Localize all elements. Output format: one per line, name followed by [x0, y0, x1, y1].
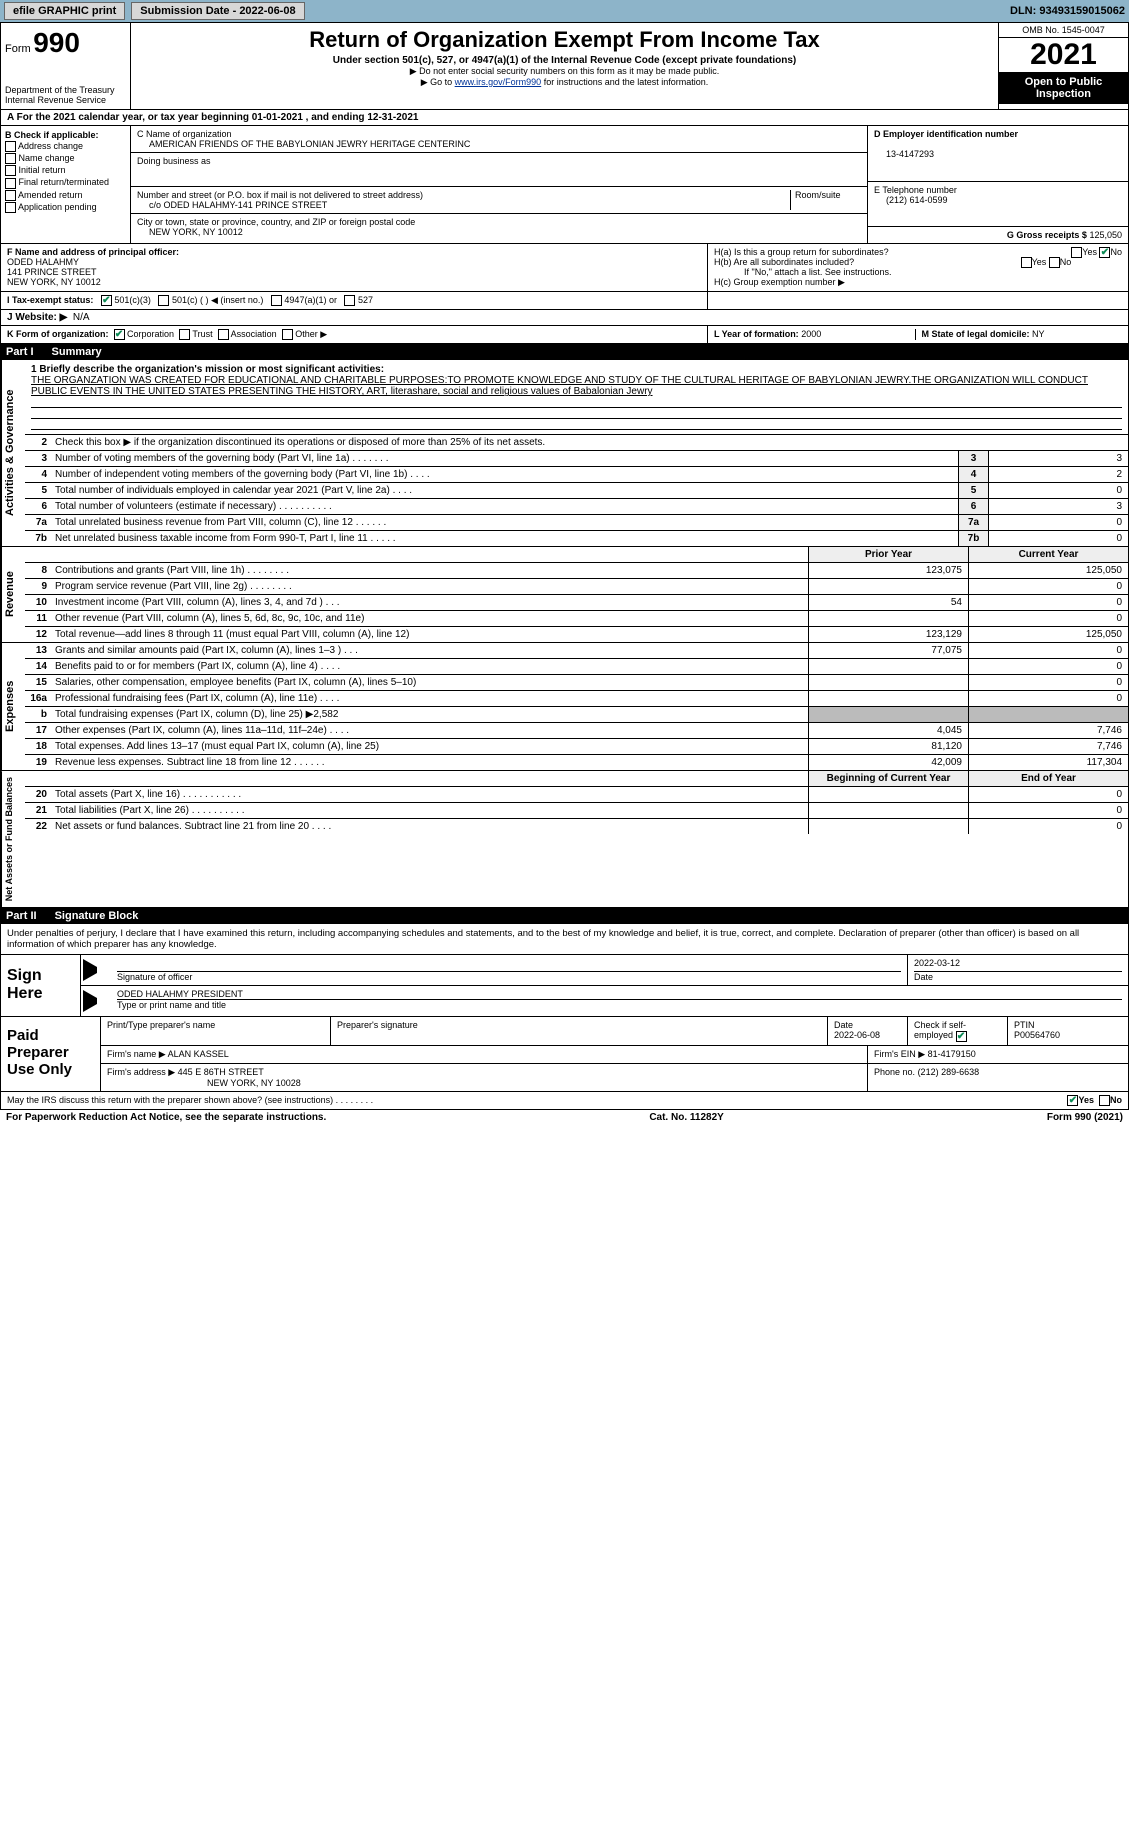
sign-arrow-icon: [83, 959, 109, 981]
firm-addr2: NEW YORK, NY 10028: [107, 1078, 301, 1088]
city-label: City or town, state or province, country…: [137, 217, 861, 227]
submission-date: Submission Date - 2022-06-08: [131, 2, 304, 20]
form-footer: Form 990 (2021): [1047, 1112, 1123, 1123]
open-to-public: Open to Public Inspection: [999, 72, 1128, 104]
row-j-label: J Website: ▶: [7, 312, 67, 323]
col-b-checkboxes: B Check if applicable: Address change Na…: [1, 126, 131, 243]
row-i-label: I Tax-exempt status:: [7, 295, 93, 305]
ein-label: D Employer identification number: [874, 129, 1018, 139]
header-sub2: ▶ Do not enter social security numbers o…: [137, 66, 992, 77]
prep-date: 2022-06-08: [834, 1030, 880, 1040]
tab-activities: Activities & Governance: [1, 360, 25, 546]
addr: c/o ODED HALAHMY-141 PRINCE STREET: [137, 200, 786, 210]
officer-name: ODED HALAHMY: [7, 257, 79, 267]
website: N/A: [73, 312, 90, 323]
sig-date: 2022-03-12: [914, 958, 1122, 972]
ptin: P00564760: [1014, 1030, 1060, 1040]
perjury-text: Under penalties of perjury, I declare th…: [0, 924, 1129, 955]
row-a-period: A For the 2021 calendar year, or tax yea…: [0, 110, 1129, 126]
room-label: Room/suite: [791, 190, 861, 210]
date-label: Date: [914, 972, 1122, 982]
irs-link[interactable]: www.irs.gov/Form990: [455, 77, 542, 87]
gross-label: G Gross receipts $: [1007, 230, 1087, 240]
tel-label: E Telephone number: [874, 185, 1122, 195]
row-f-label: F Name and address of principal officer:: [7, 247, 179, 257]
dba-label: Doing business as: [137, 156, 861, 166]
name-label: C Name of organization: [137, 129, 861, 139]
efile-graphic: efile GRAPHIC print: [4, 2, 125, 20]
officer-addr1: 141 PRINCE STREET: [7, 267, 97, 277]
firm-name: ALAN KASSEL: [168, 1049, 229, 1059]
hb: H(b) Are all subordinates included?: [714, 257, 854, 267]
firm-ein: 81-4179150: [928, 1049, 976, 1059]
form-header: Form 990 Department of the Treasury Inte…: [0, 22, 1129, 110]
addr-label: Number and street (or P.O. box if mail i…: [137, 190, 786, 200]
officer-printed: ODED HALAHMY PRESIDENT: [117, 989, 1122, 1000]
part-2-header: Part IISignature Block: [0, 908, 1129, 924]
prep-phone: (212) 289-6638: [918, 1067, 980, 1077]
form-title: Return of Organization Exempt From Incom…: [137, 27, 992, 53]
omb-number: OMB No. 1545-0047: [999, 23, 1128, 38]
dln: DLN: 93493159015062: [1010, 5, 1125, 17]
sig-officer-label: Signature of officer: [117, 972, 901, 982]
identity-block: B Check if applicable: Address change Na…: [0, 126, 1129, 244]
hb-note: If "No," attach a list. See instructions…: [714, 267, 1122, 277]
domicile: NY: [1032, 329, 1045, 339]
hc: H(c) Group exemption number ▶: [714, 277, 1122, 288]
ein: 13-4147293: [874, 149, 934, 159]
dept-irs: Internal Revenue Service: [5, 95, 126, 105]
org-name: AMERICAN FRIENDS OF THE BABYLONIAN JEWRY…: [137, 139, 861, 149]
officer-addr2: NEW YORK, NY 10012: [7, 277, 101, 287]
discuss-q: May the IRS discuss this return with the…: [7, 1095, 373, 1106]
cat-no: Cat. No. 11282Y: [649, 1112, 723, 1123]
mission-text: THE ORGANZATION WAS CREATED FOR EDUCATIO…: [31, 375, 1088, 397]
row-k-label: K Form of organization:: [7, 329, 109, 339]
form-number: 990: [33, 27, 80, 58]
year-formation: 2000: [801, 329, 821, 339]
tab-revenue: Revenue: [1, 547, 25, 642]
sign-arrow-icon: [83, 990, 109, 1012]
header-sub: Under section 501(c), 527, or 4947(a)(1)…: [137, 55, 992, 66]
tax-year: 2021: [999, 38, 1128, 72]
tel: (212) 614-0599: [874, 195, 1122, 205]
part-1-header: Part ISummary: [0, 344, 1129, 360]
tab-netassets: Net Assets or Fund Balances: [1, 771, 25, 907]
sign-here-label: Sign Here: [1, 955, 81, 1016]
firm-addr1: 445 E 86TH STREET: [178, 1067, 264, 1077]
name-title-label: Type or print name and title: [117, 1000, 1122, 1010]
efile-topbar: efile GRAPHIC print Submission Date - 20…: [0, 0, 1129, 22]
gross: 125,050: [1089, 230, 1122, 240]
tab-expenses: Expenses: [1, 643, 25, 770]
mission-label: 1 Briefly describe the organization's mi…: [31, 364, 384, 375]
paid-preparer-label: Paid Preparer Use Only: [1, 1017, 101, 1090]
header-sub3: ▶ Go to www.irs.gov/Form990 for instruct…: [137, 77, 992, 88]
form-word: Form: [5, 43, 31, 55]
city: NEW YORK, NY 10012: [137, 227, 861, 237]
ha: H(a) Is this a group return for subordin…: [714, 247, 889, 257]
dept-treasury: Department of the Treasury: [5, 85, 126, 95]
pra-notice: For Paperwork Reduction Act Notice, see …: [6, 1112, 326, 1123]
